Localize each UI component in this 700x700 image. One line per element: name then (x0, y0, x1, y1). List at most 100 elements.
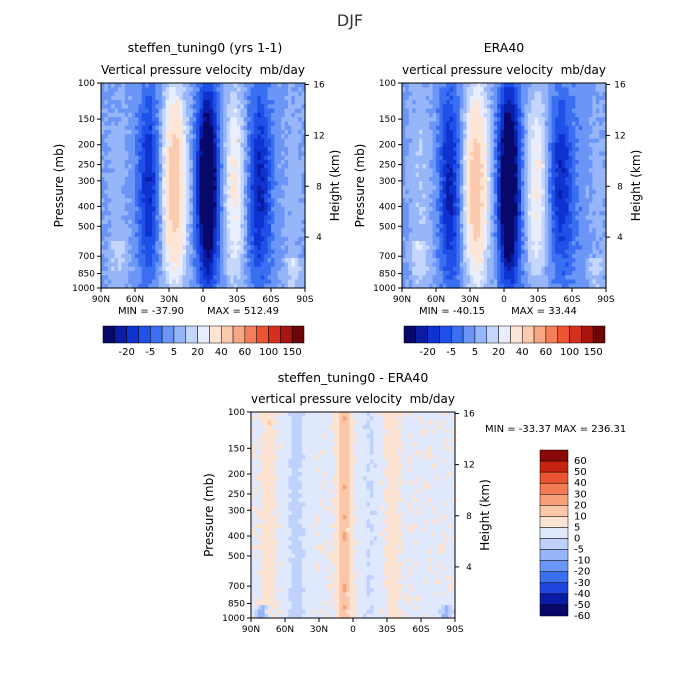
field-cell (189, 104, 194, 110)
field-cell (128, 134, 133, 140)
field-cell (439, 147, 444, 152)
field-cell (497, 241, 502, 246)
field-cell (223, 108, 228, 114)
field-cell (220, 108, 224, 114)
field-cell (487, 117, 491, 123)
field-cell (277, 108, 282, 114)
field-cell (186, 147, 190, 152)
field-cell (480, 245, 485, 251)
field-cell (541, 279, 546, 285)
field-cell (145, 117, 150, 123)
field-cell (226, 279, 231, 285)
field-cell (135, 241, 139, 246)
field-cell (517, 91, 522, 97)
field-cell (544, 151, 549, 157)
field-cell (216, 134, 221, 140)
field-cell (507, 176, 512, 182)
field-cell (111, 134, 116, 140)
field-cell (456, 262, 461, 268)
field-cell (429, 283, 434, 289)
field-cell (226, 253, 231, 259)
field-cell (220, 172, 224, 178)
field-cell (264, 253, 269, 259)
field-cell (152, 159, 156, 165)
field-cell (158, 275, 163, 281)
field-cell (531, 83, 536, 88)
field-cell (480, 95, 485, 101)
field-cell (298, 159, 303, 165)
field-cell (517, 155, 522, 161)
field-cell (425, 100, 430, 105)
field-cell (155, 168, 160, 174)
field-cell (422, 138, 427, 144)
field-cell (107, 194, 112, 199)
field-cell (274, 134, 279, 140)
field-cell (145, 95, 150, 101)
field-cell (534, 232, 539, 238)
field-cell (226, 147, 231, 152)
field-cell (298, 211, 303, 216)
field-cell (118, 194, 122, 199)
field-cell (104, 266, 109, 272)
field-cell (284, 117, 289, 123)
field-cell (456, 266, 461, 272)
field-cell (405, 241, 410, 246)
field-cell (527, 155, 532, 161)
field-cell (500, 232, 505, 238)
field-cell (158, 249, 163, 255)
field-cell (206, 134, 211, 140)
field-cell (422, 198, 427, 204)
field-cell (500, 168, 505, 174)
field-cell (213, 138, 218, 144)
field-cell (301, 206, 306, 212)
field-cell (196, 142, 201, 148)
field-cell (510, 236, 515, 242)
field-cell (104, 112, 109, 118)
field-cell (179, 228, 184, 234)
field-cell (135, 266, 139, 272)
field-cell (487, 228, 491, 234)
field-cell (148, 112, 153, 118)
field-cell (497, 279, 502, 285)
field-cell (480, 142, 485, 148)
field-cell (463, 112, 468, 118)
field-cell (405, 155, 410, 161)
field-cell (145, 172, 150, 178)
field-cell (114, 129, 119, 135)
field-cell (456, 202, 461, 208)
field-cell (544, 134, 549, 140)
field-cell (470, 245, 474, 251)
field-cell (107, 283, 112, 289)
field-cell (277, 258, 282, 263)
field-cell (162, 258, 167, 263)
field-cell (284, 87, 289, 93)
field-cell (527, 117, 532, 123)
field-cell (449, 189, 454, 195)
field-cell (476, 164, 481, 170)
field-cell (288, 168, 292, 174)
field-cell (237, 185, 241, 191)
field-cell (442, 172, 447, 178)
field-cell (264, 262, 269, 268)
field-cell (294, 283, 299, 289)
field-cell (138, 176, 143, 182)
field-cell (281, 87, 286, 93)
field-cell (169, 206, 173, 212)
field-cell (138, 100, 143, 105)
field-cell (267, 151, 272, 157)
field-cell (456, 258, 461, 263)
field-cell (271, 249, 275, 255)
field-cell (186, 104, 190, 110)
field-cell (165, 129, 170, 135)
field-cell (213, 279, 218, 285)
field-cell (538, 262, 542, 268)
field-cell (446, 172, 451, 178)
field-cell (220, 164, 224, 170)
field-cell (432, 142, 437, 148)
field-cell (419, 95, 423, 101)
field-cell (152, 121, 156, 127)
field-cell (301, 215, 306, 221)
field-cell (254, 211, 258, 216)
field-cell (243, 270, 248, 276)
field-cell (298, 258, 303, 263)
